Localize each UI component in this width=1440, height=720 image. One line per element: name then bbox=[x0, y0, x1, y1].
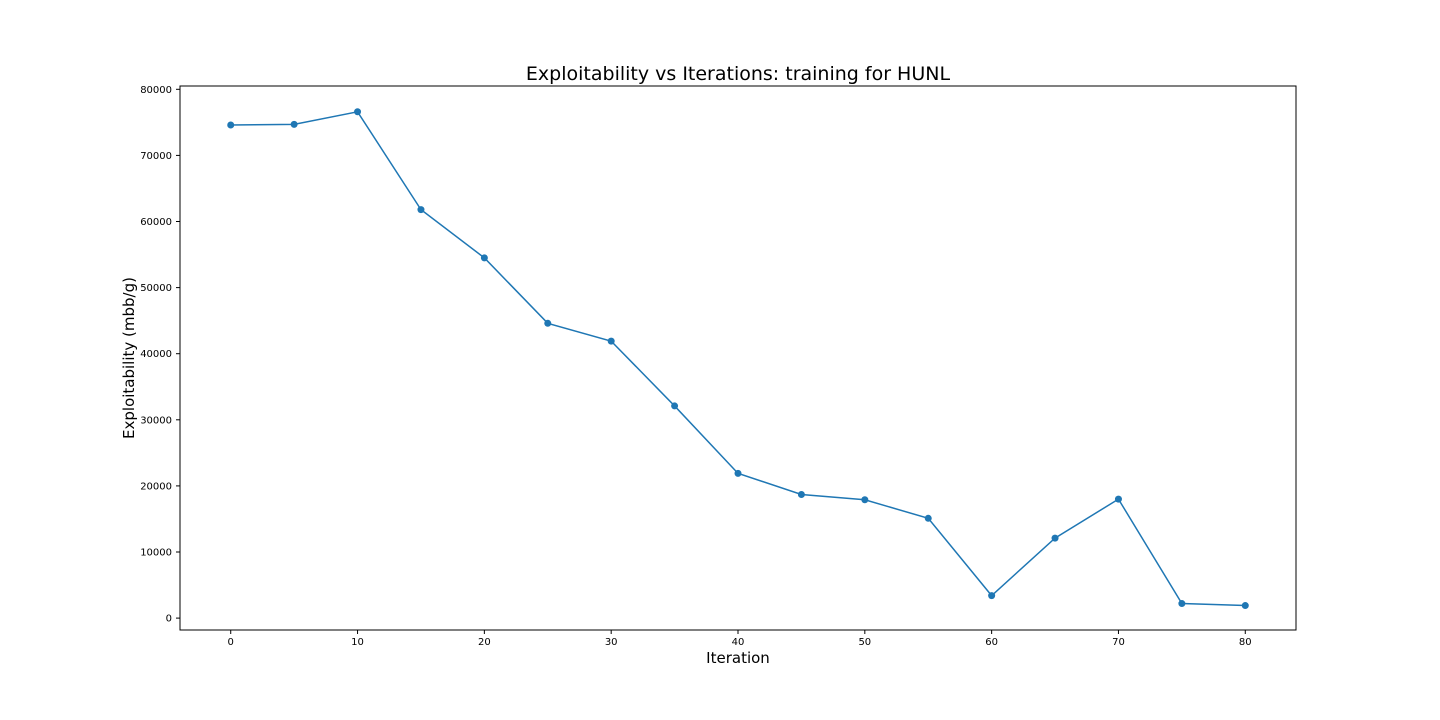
x-tick-label: 20 bbox=[478, 637, 491, 648]
data-point bbox=[290, 120, 298, 128]
y-tick-label: 50000 bbox=[140, 283, 172, 294]
y-axis-ticks: 0 10000 20000 30000 40000 50000 60000 70000 8000… bbox=[140, 85, 180, 625]
y-tick-label: 10000 bbox=[140, 548, 172, 559]
x-axis-label: Iteration bbox=[706, 649, 770, 667]
y-axis-label: Exploitability (mbb/g) bbox=[120, 277, 138, 439]
x-tick-label: 40 bbox=[732, 637, 745, 648]
series-layer bbox=[227, 108, 1249, 610]
x-tick-label: 10 bbox=[351, 637, 364, 648]
x-tick-label: 30 bbox=[605, 637, 618, 648]
data-point bbox=[417, 206, 425, 214]
data-point bbox=[544, 319, 552, 327]
data-point bbox=[797, 490, 805, 498]
y-tick-label: 0 bbox=[166, 614, 172, 625]
data-point bbox=[1114, 495, 1122, 503]
chart-title: Exploitability vs Iterations: training f… bbox=[526, 63, 951, 85]
y-tick-label: 20000 bbox=[140, 481, 172, 492]
data-point bbox=[861, 496, 869, 504]
data-point bbox=[1241, 602, 1249, 610]
data-point bbox=[988, 592, 996, 600]
plot-frame bbox=[179, 85, 1297, 631]
x-tick-label: 60 bbox=[985, 637, 998, 648]
data-point bbox=[734, 469, 742, 477]
x-axis-ticks: 0 10 20 30 40 50 60 70 80 bbox=[228, 630, 1252, 648]
y-tick-label: 30000 bbox=[140, 415, 172, 426]
x-tick-label: 80 bbox=[1239, 637, 1252, 648]
data-point bbox=[354, 108, 362, 116]
x-tick-label: 50 bbox=[858, 637, 871, 648]
data-point bbox=[480, 254, 488, 262]
data-point bbox=[227, 121, 235, 129]
y-tick-label: 80000 bbox=[140, 85, 172, 96]
data-point bbox=[607, 337, 615, 345]
x-tick-label: 70 bbox=[1112, 637, 1125, 648]
data-point bbox=[1051, 534, 1059, 542]
x-tick-label: 0 bbox=[228, 637, 234, 648]
data-point bbox=[1178, 600, 1186, 608]
data-point bbox=[924, 514, 932, 522]
y-tick-label: 60000 bbox=[140, 217, 172, 228]
y-tick-label: 70000 bbox=[140, 151, 172, 162]
y-tick-label: 40000 bbox=[140, 349, 172, 360]
data-point bbox=[671, 402, 679, 410]
